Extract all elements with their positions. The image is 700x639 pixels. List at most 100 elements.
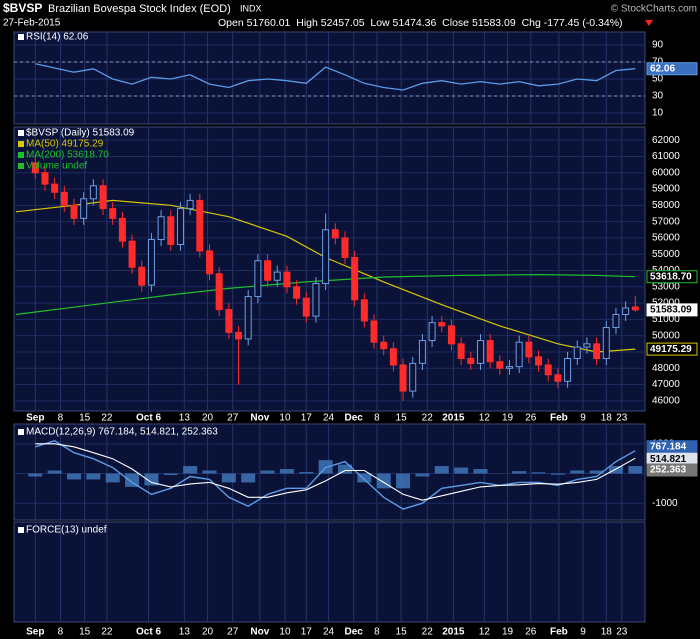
x-tick-label: 26 xyxy=(525,413,537,424)
quote: Open 51760.01 High 52457.05 Low 51474.36… xyxy=(218,17,623,29)
candle-body xyxy=(186,199,194,210)
candle-body xyxy=(341,237,349,258)
y-tick-label: 55000 xyxy=(652,249,680,260)
candle-body xyxy=(80,198,88,219)
candle-body xyxy=(360,299,368,322)
y-tick-label: 59000 xyxy=(652,184,680,195)
x-tick-label: 22 xyxy=(101,627,113,638)
histogram-bar xyxy=(318,460,333,474)
histogram-bar xyxy=(376,473,391,489)
histogram-bar xyxy=(550,473,565,475)
x-tick-label: 20 xyxy=(202,627,214,638)
candle-body xyxy=(612,313,620,329)
candle-body xyxy=(312,283,320,317)
x-tick-label: 19 xyxy=(502,413,514,424)
histogram-bar xyxy=(183,466,198,474)
histogram-bar xyxy=(260,470,275,474)
y-tick-label: 47000 xyxy=(652,379,680,390)
candle-body xyxy=(457,343,465,359)
candle-body xyxy=(138,266,146,286)
y-tick-label: 52000 xyxy=(652,298,680,309)
histogram-bar xyxy=(67,473,82,480)
x-tick-label: 9 xyxy=(580,413,586,424)
histogram-bar xyxy=(628,466,643,474)
candle-body xyxy=(264,260,272,281)
x-tick-label: 12 xyxy=(479,627,491,638)
y-tick-label: 56000 xyxy=(652,233,680,244)
legend-swatch xyxy=(18,429,24,435)
x-tick-label: Oct 6 xyxy=(136,627,161,638)
histogram-bar xyxy=(512,471,527,474)
candle-body xyxy=(273,271,281,281)
x-tick-label: Nov xyxy=(250,413,269,424)
candle-body xyxy=(196,199,204,252)
legend-swatch xyxy=(18,34,24,40)
candle-body xyxy=(370,320,378,343)
histogram-bar xyxy=(531,472,546,474)
x-tick-label: 12 xyxy=(479,413,491,424)
x-tick-label: 13 xyxy=(179,627,191,638)
candle-body xyxy=(593,343,601,359)
candle-body xyxy=(235,331,243,340)
candle-body xyxy=(428,322,436,342)
legend-entry: Volume undef xyxy=(26,161,87,172)
histogram-bar xyxy=(47,470,62,474)
y-tick-label: 60000 xyxy=(652,167,680,178)
exchange: INDX xyxy=(240,3,262,13)
histogram-bar xyxy=(608,466,623,474)
candle-body xyxy=(331,229,339,239)
panel xyxy=(13,31,646,125)
x-tick-label: 10 xyxy=(279,413,291,424)
candle-body xyxy=(351,256,359,301)
x-tick-label: 26 xyxy=(525,627,537,638)
index-name: Brazilian Bovespa Stock Index (EOD) xyxy=(48,3,231,15)
candle-body xyxy=(128,240,136,268)
x-tick-label: Feb xyxy=(550,627,568,638)
series-line xyxy=(35,63,636,91)
y-tick-label: 46000 xyxy=(652,395,680,406)
legend-entry: MACD(12,26,9) 767.184, 514.821, 252.363 xyxy=(26,427,218,438)
x-tick-label: 24 xyxy=(323,627,335,638)
x-tick-label: Dec xyxy=(345,413,364,424)
legend-swatch xyxy=(18,152,24,158)
histogram-bar xyxy=(357,473,372,483)
legend-entry: RSI(14) 62.06 xyxy=(26,32,89,43)
x-tick-label: 22 xyxy=(422,413,434,424)
x-tick-label: 15 xyxy=(79,413,91,424)
histogram-bar xyxy=(299,472,314,474)
candle-body xyxy=(70,204,78,219)
x-tick-label: Feb xyxy=(550,413,568,424)
candle-body xyxy=(109,208,117,219)
y-tick-label: -1000 xyxy=(652,498,678,509)
candle-body xyxy=(554,374,562,382)
legend-swatch xyxy=(18,527,24,533)
candle-body xyxy=(225,309,233,333)
x-tick-label: 22 xyxy=(101,413,113,424)
candle-body xyxy=(602,327,610,359)
candle-body xyxy=(506,366,514,369)
x-tick-label: 15 xyxy=(396,627,408,638)
x-tick-label: 15 xyxy=(396,413,408,424)
candle-body xyxy=(622,307,630,315)
legend-swatch xyxy=(18,163,24,169)
x-tick-label: 15 xyxy=(79,627,91,638)
candle-body xyxy=(380,341,388,350)
candle-body xyxy=(157,216,165,241)
candle-body xyxy=(438,322,446,327)
value-badge-label: 49175.29 xyxy=(650,344,692,355)
value-badge-label: 252.363 xyxy=(650,465,687,476)
candle-body xyxy=(515,341,523,368)
candle-body xyxy=(418,340,426,364)
candle-body xyxy=(486,340,494,363)
candle-body xyxy=(573,346,581,359)
candle-body xyxy=(564,357,572,382)
x-tick-label: 27 xyxy=(227,627,239,638)
candle-body xyxy=(176,208,184,245)
candle-body xyxy=(51,183,59,193)
candle-body xyxy=(147,239,155,286)
candle-body xyxy=(447,325,455,345)
candle-body xyxy=(525,341,533,358)
histogram-bar xyxy=(473,469,488,474)
